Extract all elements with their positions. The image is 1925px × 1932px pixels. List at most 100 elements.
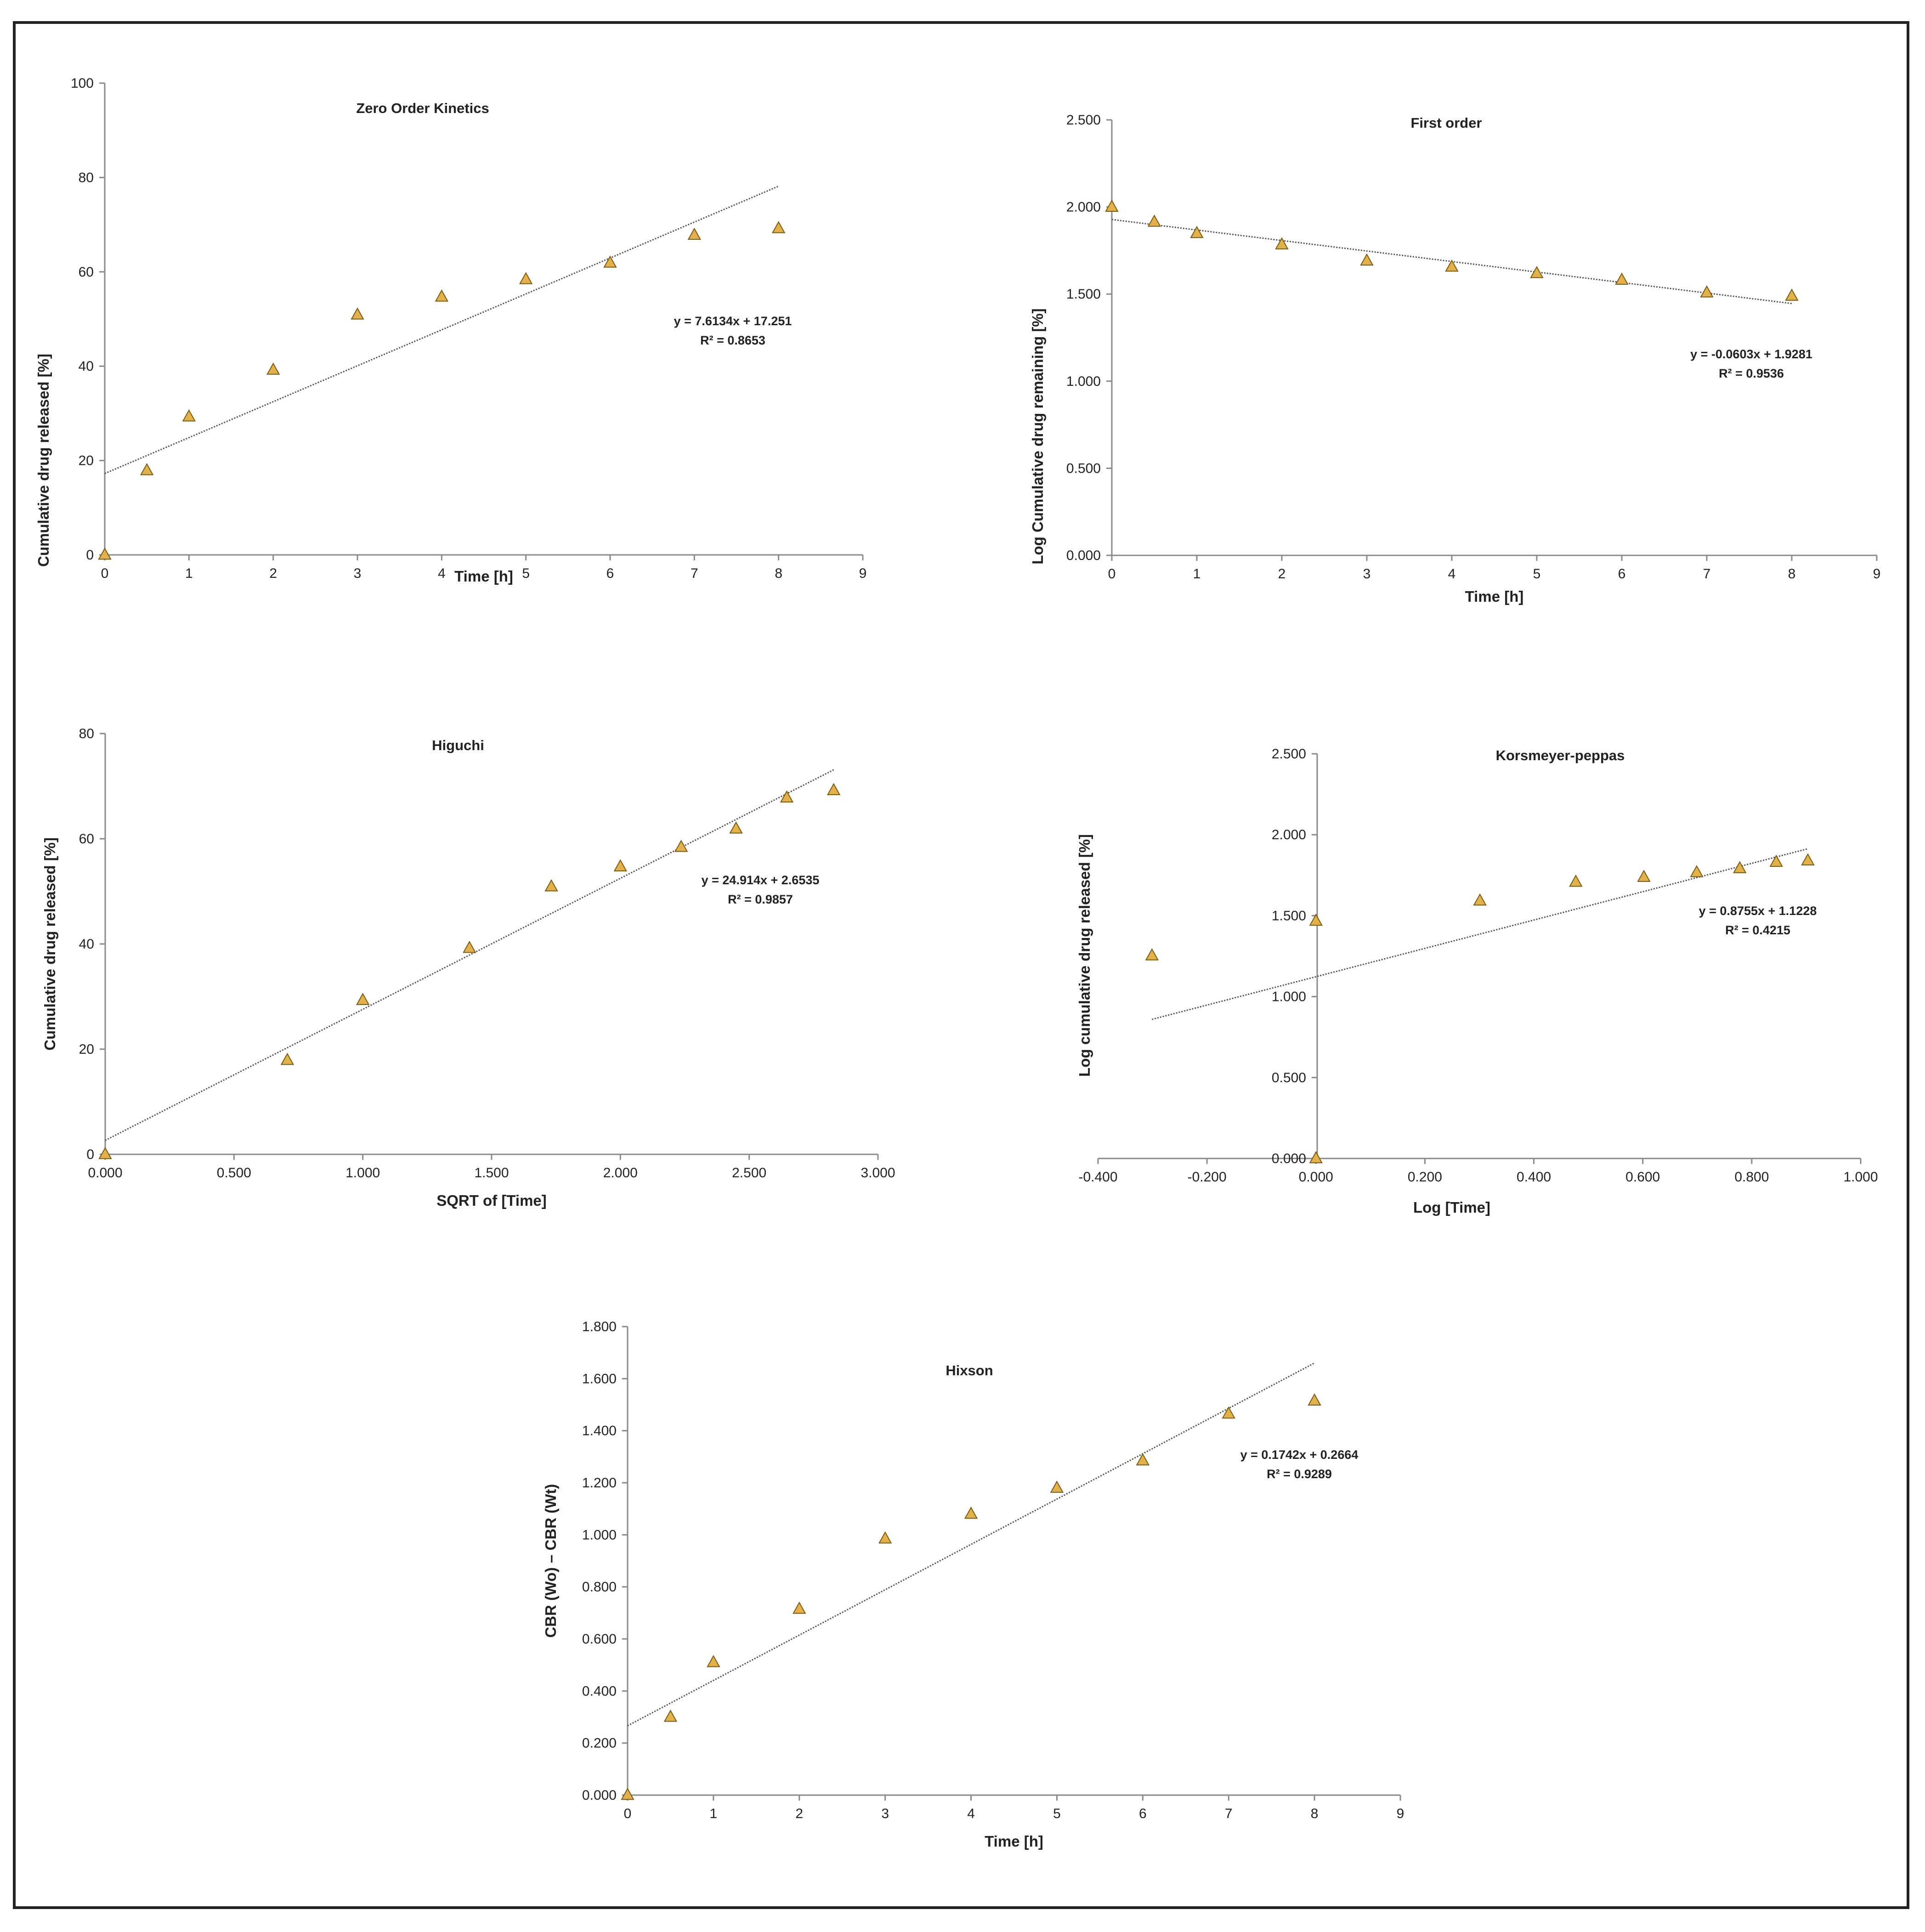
- data-point: [1445, 259, 1459, 272]
- x-tick-label: 9: [1397, 1806, 1404, 1821]
- data-point: [98, 1147, 112, 1159]
- data-point: [1733, 861, 1747, 873]
- y-tick-label: 100: [71, 76, 94, 91]
- y-tick-label: 1.500: [1272, 908, 1306, 923]
- x-tick-label: 0: [101, 566, 109, 581]
- data-point: [435, 289, 449, 302]
- data-point: [1105, 199, 1119, 212]
- x-tick-label: 4: [967, 1806, 975, 1821]
- y-tick-label: 2.000: [1066, 200, 1101, 215]
- r-squared-label: R² = 0.9857: [728, 893, 793, 906]
- trendline: [105, 769, 834, 1141]
- x-axis-title: Time [h]: [454, 568, 513, 585]
- trendline: [627, 1362, 1315, 1727]
- x-tick-label: 0.000: [88, 1165, 122, 1181]
- y-tick-label: 1.000: [1272, 989, 1306, 1005]
- trendline-equation: y = 7.6134x + 17.251: [674, 314, 792, 328]
- data-point: [1050, 1480, 1064, 1493]
- y-tick-label: 20: [79, 453, 94, 469]
- x-tick-label: 6: [1618, 566, 1626, 582]
- data-point: [1785, 288, 1799, 301]
- x-axis-title: Time [h]: [985, 1833, 1043, 1850]
- y-tick-label: 1.500: [1066, 287, 1101, 302]
- y-axis-title: Cumulative drug released [%]: [35, 354, 52, 567]
- data-point: [1308, 1393, 1321, 1406]
- chart-panel-2: 0 1 2 3 4 5 6 7 8 9 0.000 0.500 1.000 1.500 2.000 2.500…: [1029, 113, 1880, 605]
- y-tick-label: 20: [79, 1042, 94, 1057]
- x-tick-label: 3: [1363, 566, 1371, 582]
- y-tick-label: 0.000: [1272, 1151, 1306, 1166]
- x-tick-label: 0: [1108, 566, 1116, 582]
- figure-border: [13, 21, 1909, 1909]
- trendline-equation: y = 0.1742x + 0.2664: [1240, 1448, 1359, 1462]
- y-tick-label: 1.800: [582, 1319, 617, 1334]
- data-point: [1145, 948, 1159, 960]
- x-tick-label: 0.800: [1734, 1169, 1769, 1185]
- y-tick-label: 0.500: [1066, 461, 1101, 476]
- trendline-equation: y = 24.914x + 2.6535: [702, 873, 820, 887]
- data-point: [1275, 237, 1289, 249]
- y-axis-title: Log Cumulative drug remaining [%]: [1029, 308, 1046, 564]
- data-point: [674, 840, 688, 852]
- data-point: [1473, 893, 1487, 906]
- x-tick-label: 7: [1225, 1806, 1233, 1821]
- y-tick-label: 0.600: [582, 1632, 617, 1647]
- y-tick-label: 40: [79, 937, 94, 952]
- data-point: [1530, 266, 1544, 278]
- x-tick-label: 0: [624, 1806, 632, 1821]
- data-point: [140, 463, 154, 475]
- data-point: [729, 821, 743, 834]
- chart-title: Hixson: [946, 1362, 993, 1378]
- data-point: [964, 1506, 978, 1519]
- data-point: [1801, 853, 1815, 865]
- y-tick-label: 2.000: [1272, 827, 1306, 842]
- x-tick-label: 4: [438, 566, 446, 581]
- trendline-equation: y = -0.0603x + 1.9281: [1690, 347, 1812, 361]
- x-tick-label: 2: [1278, 566, 1286, 582]
- x-tick-label: 0.600: [1625, 1169, 1660, 1185]
- data-point: [351, 307, 364, 320]
- data-point: [519, 272, 533, 284]
- r-squared-label: R² = 0.4215: [1725, 923, 1790, 937]
- x-tick-label: 8: [775, 566, 782, 581]
- data-point: [1769, 854, 1783, 867]
- data-point: [827, 783, 841, 796]
- x-tick-label: 2.500: [732, 1165, 766, 1181]
- y-axis-title: Cumulative drug released [%]: [41, 837, 58, 1051]
- data-point: [1637, 870, 1651, 882]
- x-tick-label: 3: [354, 566, 362, 581]
- y-tick-label: 0: [86, 1147, 94, 1162]
- y-tick-label: 2.500: [1272, 746, 1306, 762]
- data-point: [1700, 285, 1714, 298]
- data-point: [356, 993, 370, 1005]
- x-tick-label: 8: [1788, 566, 1796, 582]
- data-point: [266, 362, 280, 375]
- data-point: [544, 879, 558, 892]
- y-tick-label: 80: [79, 170, 94, 185]
- trendline: [104, 185, 779, 475]
- y-tick-label: 0.000: [582, 1788, 617, 1803]
- r-squared-label: R² = 0.8653: [700, 333, 765, 347]
- x-tick-label: 1.500: [474, 1165, 509, 1181]
- x-tick-label: 2: [269, 566, 277, 581]
- y-tick-label: 1.600: [582, 1371, 617, 1386]
- x-axis-title: Time [h]: [1465, 588, 1524, 605]
- x-tick-label: 1: [185, 566, 193, 581]
- x-tick-label: 0.500: [217, 1165, 251, 1181]
- y-tick-label: 0.000: [1066, 548, 1101, 563]
- x-tick-label: 6: [606, 566, 614, 581]
- chart-panel-3: 0.000 0.500 1.000 1.500 2.000 2.500 3.000 0 20 40…: [41, 726, 895, 1209]
- x-tick-label: 3.000: [861, 1165, 895, 1181]
- data-point: [280, 1052, 294, 1065]
- y-tick-label: 0.200: [582, 1736, 617, 1751]
- data-point: [1190, 226, 1204, 238]
- y-tick-label: 0.500: [1272, 1070, 1306, 1085]
- x-tick-label: 1.000: [345, 1165, 380, 1181]
- y-tick-label: 1.000: [1066, 374, 1101, 389]
- chart-title: First order: [1410, 115, 1482, 131]
- x-tick-label: 9: [1873, 566, 1881, 582]
- y-tick-label: 0.800: [582, 1580, 617, 1595]
- x-tick-label: 2: [795, 1806, 803, 1821]
- y-tick-label: 1.400: [582, 1424, 617, 1439]
